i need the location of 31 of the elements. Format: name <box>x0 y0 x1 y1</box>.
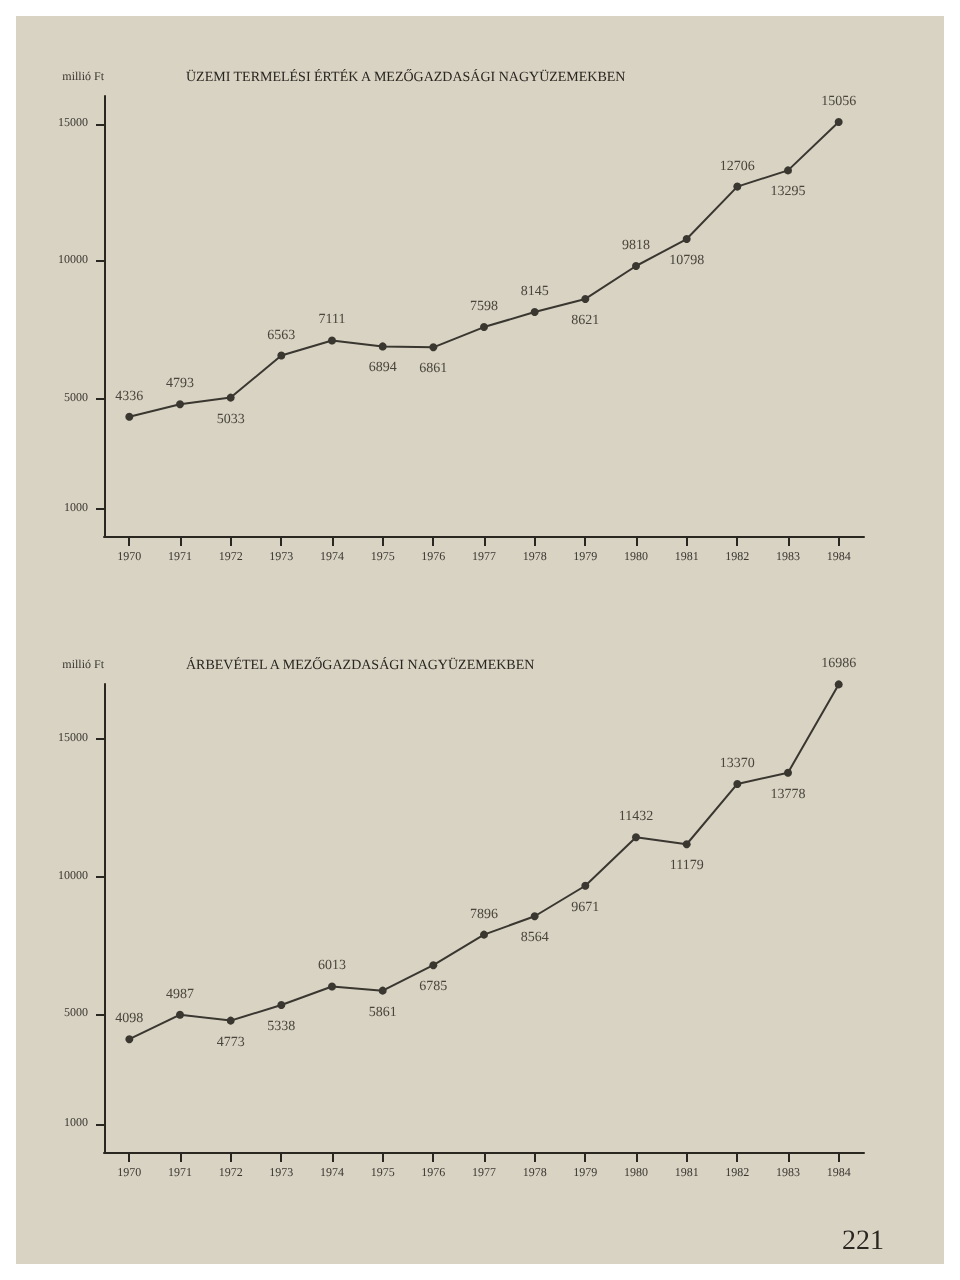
point <box>480 930 488 939</box>
point <box>328 982 336 991</box>
point <box>530 912 539 921</box>
point <box>328 336 336 345</box>
point <box>632 262 640 270</box>
point <box>378 986 387 995</box>
point <box>277 1001 286 1010</box>
point <box>176 400 184 409</box>
point <box>733 182 742 191</box>
point <box>226 1016 235 1025</box>
point <box>834 117 843 126</box>
point <box>682 235 691 244</box>
point <box>125 412 134 421</box>
point <box>581 881 590 890</box>
point <box>581 294 590 303</box>
point <box>834 680 843 689</box>
point <box>226 393 235 402</box>
point <box>429 343 438 352</box>
point <box>682 840 691 849</box>
point <box>378 342 387 351</box>
point <box>277 351 286 360</box>
point <box>480 323 488 332</box>
point <box>530 308 539 317</box>
point <box>632 833 640 842</box>
point <box>125 1035 134 1044</box>
text: 221 <box>842 1227 884 1257</box>
point <box>784 768 792 777</box>
point <box>733 779 742 788</box>
point <box>784 166 792 175</box>
point <box>176 1010 184 1019</box>
point <box>429 961 438 970</box>
